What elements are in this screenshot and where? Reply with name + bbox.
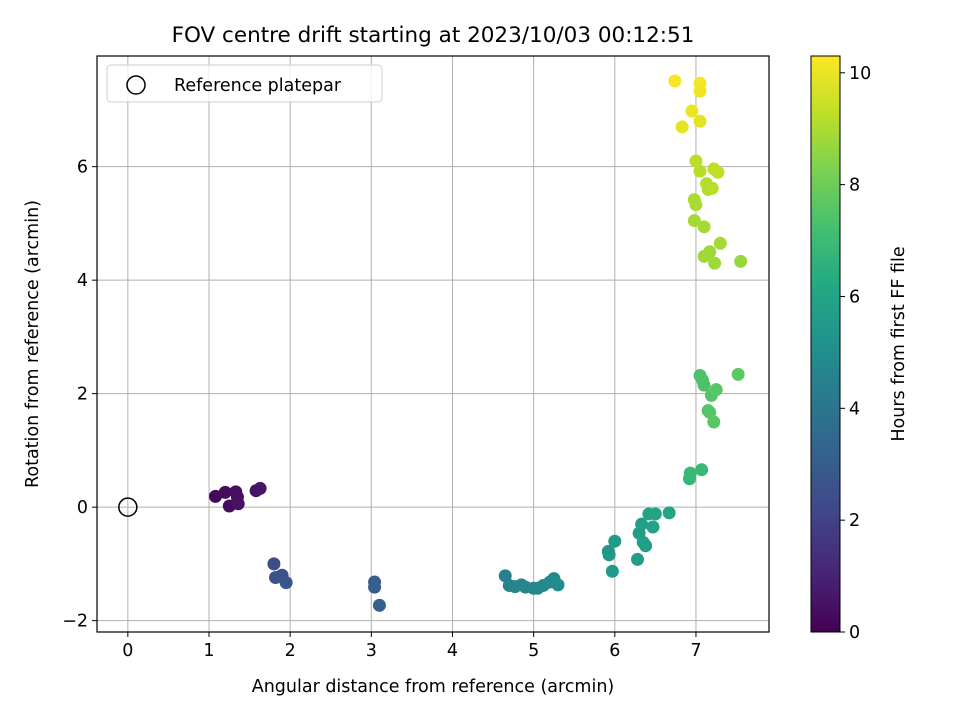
data-point (689, 198, 703, 212)
plot-frame (96, 55, 770, 633)
colorbar-gradient (810, 55, 841, 633)
y-axis-ticks: −2 0 2 4 6 (62, 158, 97, 632)
colorbar-tick-label: 10 (849, 64, 871, 84)
legend-box (106, 64, 383, 103)
data-point (685, 104, 699, 118)
x-tick-label: 1 (203, 641, 214, 661)
x-tick-label: 4 (447, 641, 458, 661)
data-point (218, 485, 232, 499)
data-point (734, 254, 748, 268)
x-tick-label: 2 (285, 641, 296, 661)
colorbar-tick-label: 2 (849, 511, 860, 531)
data-point (695, 463, 709, 477)
data-point (267, 557, 281, 571)
data-point (707, 415, 721, 429)
grid (97, 56, 769, 632)
y-axis-label: Rotation from reference (arcmin) (23, 200, 43, 488)
x-tick-label: 3 (366, 641, 377, 661)
colorbar: 0 2 4 6 8 10 Hours from first FF file (810, 55, 909, 643)
data-point (639, 539, 653, 553)
colorbar-ticks: 0 2 4 6 8 10 (840, 64, 871, 643)
data-point (631, 552, 645, 566)
colorbar-tick-label: 4 (849, 399, 860, 419)
colorbar-tick-label: 6 (849, 287, 860, 307)
x-tick-label: 6 (609, 641, 620, 661)
data-point (253, 481, 267, 495)
x-axis-ticks: 0 1 2 3 4 5 6 7 (122, 632, 702, 661)
colorbar-tick-label: 0 (849, 623, 860, 643)
y-tick-label: 0 (77, 498, 88, 518)
data-point (602, 548, 616, 562)
y-tick-label: 2 (77, 385, 88, 405)
data-point (689, 154, 703, 168)
data-point (646, 520, 660, 534)
data-point (713, 236, 727, 250)
y-tick-label: 6 (77, 158, 88, 178)
plot-area (97, 56, 769, 632)
data-point (608, 534, 622, 548)
data-point (279, 576, 293, 590)
data-point (711, 165, 725, 179)
data-point (635, 517, 649, 531)
data-point (605, 564, 619, 578)
data-point (687, 214, 701, 228)
data-point (231, 497, 245, 511)
data-point (662, 506, 676, 520)
data-point (683, 466, 697, 480)
data-point (693, 84, 707, 98)
x-tick-label: 7 (690, 641, 701, 661)
chart-title: FOV centre drift starting at 2023/10/03 … (172, 23, 695, 48)
data-point (372, 598, 386, 612)
x-tick-label: 5 (528, 641, 539, 661)
colorbar-label: Hours from first FF file (889, 246, 909, 441)
legend: Reference platepar (106, 64, 383, 103)
data-point (648, 507, 662, 521)
data-point (668, 74, 682, 88)
legend-marker-reference (126, 75, 146, 95)
colorbar-tick-label: 8 (849, 176, 860, 196)
x-axis-label: Angular distance from reference (arcmin) (252, 677, 615, 697)
data-point (703, 245, 717, 259)
data-point (709, 383, 723, 397)
reference-marker (118, 497, 138, 517)
y-tick-label: −2 (62, 612, 88, 632)
x-tick-label: 0 (122, 641, 133, 661)
data-point (705, 181, 719, 195)
data-point (697, 378, 711, 392)
data-point (551, 578, 565, 592)
data-points (208, 74, 748, 612)
legend-entry-reference: Reference platepar (174, 76, 342, 96)
data-point (731, 367, 745, 381)
data-point (368, 580, 382, 594)
data-point (208, 489, 222, 503)
data-point (708, 256, 722, 270)
data-point (697, 220, 711, 234)
data-point (693, 164, 707, 178)
y-tick-label: 4 (77, 271, 88, 291)
data-point (675, 120, 689, 134)
data-point (693, 114, 707, 128)
